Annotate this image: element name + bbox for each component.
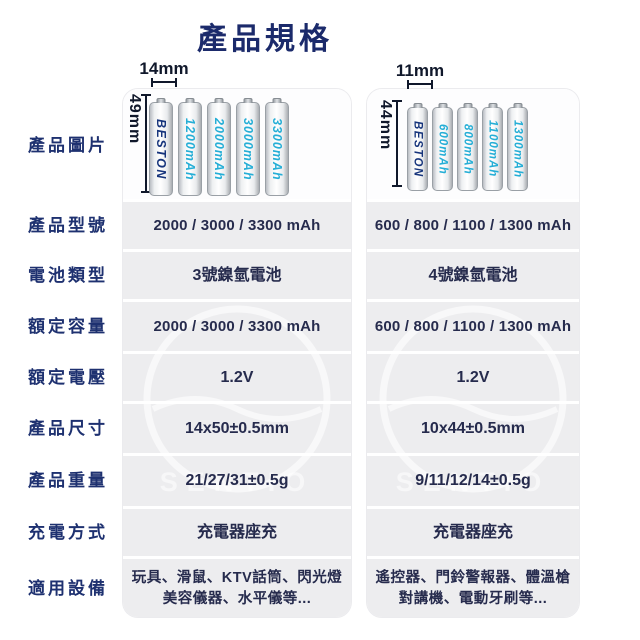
cell-battery-type-aaa: 4號鎳氫電池 bbox=[367, 249, 579, 299]
cell-value: 600 / 800 / 1100 / 1300 mAh bbox=[374, 216, 572, 234]
label-text: 產品型號 bbox=[28, 215, 108, 235]
cell-weight-aaa: 9/11/12/14±0.5g bbox=[367, 453, 579, 506]
cell-value: 21/27/31±0.5g bbox=[185, 472, 289, 490]
width-dimension-aa: 14mm bbox=[134, 59, 194, 87]
dimension-line-icon bbox=[392, 100, 402, 187]
cell-value: 3號鎳氫電池 bbox=[192, 266, 282, 284]
battery-aa-illustration: 1200mAh bbox=[178, 102, 202, 196]
product-panel-aa: 49mm BESTON 1200mAh 2000mAh 3000mAh 3300… bbox=[122, 88, 352, 618]
battery-capacity-label: 3300mAh bbox=[270, 117, 284, 181]
label-text: 產品重量 bbox=[28, 471, 108, 490]
battery-aaa-illustration: 1300mAh bbox=[507, 107, 528, 191]
cell-value: 600 / 800 / 1100 / 1300 mAh bbox=[374, 317, 572, 335]
label-text: 產品圖片 bbox=[28, 135, 108, 155]
row-label-battery-type: 電池類型 bbox=[0, 248, 122, 298]
cell-value: 9/11/12/14±0.5g bbox=[415, 472, 531, 490]
cell-value: 充電器座充 bbox=[432, 523, 513, 541]
battery-aa-illustration: 3300mAh bbox=[265, 102, 289, 196]
width-dimension-aaa: 11mm bbox=[390, 61, 450, 89]
product-image-aa: 49mm BESTON 1200mAh 2000mAh 3000mAh 3300… bbox=[123, 89, 351, 199]
cell-rated-capacity-aa: 2000 / 3000 / 3300 mAh bbox=[123, 299, 351, 351]
cell-rated-voltage-aaa: 1.2V bbox=[367, 351, 579, 401]
cell-applicable-devices-aaa: 遙控器、門鈴警報器、體溫槍 對講機、電動牙刷等... bbox=[367, 556, 579, 617]
product-image-aaa: 44mm BESTON 600mAh 800mAh 1100mAh 1300mA… bbox=[367, 89, 579, 199]
battery-aa-illustration: 2000mAh bbox=[207, 102, 231, 196]
cell-value: 1.2V bbox=[220, 368, 254, 386]
battery-aaa-illustration: 1100mAh bbox=[482, 107, 503, 191]
cell-value: 10x44±0.5mm bbox=[421, 419, 525, 437]
product-panel-aaa: 44mm BESTON 600mAh 800mAh 1100mAh 1300mA… bbox=[366, 88, 580, 618]
label-text: 適用設備 bbox=[28, 579, 108, 598]
dimension-line-icon bbox=[141, 94, 151, 193]
label-text: 額定容量 bbox=[28, 316, 108, 336]
row-label-rated-voltage: 額定電壓 bbox=[0, 350, 122, 400]
battery-aa-illustration: 3000mAh bbox=[236, 102, 260, 196]
cell-rated-voltage-aa: 1.2V bbox=[123, 351, 351, 401]
cell-value: 遙控器、門鈴警報器、體溫槍 對講機、電動牙刷等... bbox=[375, 569, 571, 607]
cell-battery-type-aa: 3號鎳氫電池 bbox=[123, 249, 351, 299]
label-text: 產品尺寸 bbox=[28, 418, 108, 438]
battery-aa-illustration: BESTON bbox=[149, 102, 173, 196]
cell-charging-method-aa: 充電器座充 bbox=[123, 506, 351, 556]
cell-rated-capacity-aaa: 600 / 800 / 1100 / 1300 mAh bbox=[367, 299, 579, 351]
height-dimension-aaa: 44mm bbox=[377, 100, 402, 187]
spec-label-column: 產品圖片 產品型號 電池類型 額定容量 額定電壓 產品尺寸 產品重量 充電方式 … bbox=[0, 88, 122, 618]
row-label-weight: 產品重量 bbox=[0, 452, 122, 505]
battery-capacity-label: 1200mAh bbox=[183, 117, 197, 181]
label-text: 額定電壓 bbox=[28, 367, 108, 387]
cell-value: 玩具、滑鼠、KTV話筒、閃光燈 美容儀器、水平儀等... bbox=[131, 569, 343, 607]
row-label-applicable-devices: 適用設備 bbox=[0, 555, 122, 618]
battery-aaa-illustration: 600mAh bbox=[432, 107, 453, 191]
cell-charging-method-aaa: 充電器座充 bbox=[367, 506, 579, 556]
battery-capacity-label: 2000mAh bbox=[212, 117, 226, 181]
battery-group-aa: BESTON 1200mAh 2000mAh 3000mAh 3300mAh bbox=[149, 96, 289, 196]
row-label-dimensions: 產品尺寸 bbox=[0, 400, 122, 452]
battery-brand-label: BESTON bbox=[411, 120, 424, 178]
height-label: 49mm bbox=[126, 94, 143, 145]
row-label-charging-method: 充電方式 bbox=[0, 505, 122, 555]
cell-value: 2000 / 3000 / 3300 mAh bbox=[153, 317, 321, 335]
cell-applicable-devices-aa: 玩具、滑鼠、KTV話筒、閃光燈 美容儀器、水平儀等... bbox=[123, 556, 351, 617]
row-label-rated-capacity: 額定容量 bbox=[0, 298, 122, 350]
cell-model-aa: 2000 / 3000 / 3300 mAh bbox=[123, 199, 351, 249]
label-text: 充電方式 bbox=[28, 522, 108, 542]
cell-dimensions-aa: 14x50±0.5mm bbox=[123, 401, 351, 453]
battery-capacity-label: 1100mAh bbox=[486, 120, 499, 178]
battery-capacity-label: 600mAh bbox=[436, 123, 449, 175]
row-label-product-image: 產品圖片 bbox=[0, 88, 122, 198]
cell-value: 1.2V bbox=[456, 368, 490, 386]
cell-value: 14x50±0.5mm bbox=[185, 419, 289, 437]
battery-aaa-illustration: 800mAh bbox=[457, 107, 478, 191]
width-label: 14mm bbox=[139, 59, 189, 78]
cell-model-aaa: 600 / 800 / 1100 / 1300 mAh bbox=[367, 199, 579, 249]
battery-capacity-label: 1300mAh bbox=[511, 119, 524, 179]
battery-brand-label: BESTON bbox=[154, 118, 168, 180]
cell-weight-aa: 21/27/31±0.5g bbox=[123, 453, 351, 506]
battery-aaa-illustration: BESTON bbox=[407, 107, 428, 191]
cell-value: 充電器座充 bbox=[196, 523, 277, 541]
height-dimension-aa: 49mm bbox=[126, 94, 151, 193]
dimension-bracket-icon bbox=[407, 80, 433, 89]
page-title: 產品規格 bbox=[197, 23, 333, 56]
cell-value: 2000 / 3000 / 3300 mAh bbox=[153, 216, 321, 234]
cell-dimensions-aaa: 10x44±0.5mm bbox=[367, 401, 579, 453]
width-label: 11mm bbox=[395, 61, 445, 80]
height-label: 44mm bbox=[377, 100, 394, 151]
row-label-model: 產品型號 bbox=[0, 198, 122, 248]
battery-group-aaa: BESTON 600mAh 800mAh 1100mAh 1300mAh bbox=[407, 101, 528, 191]
battery-capacity-label: 800mAh bbox=[461, 123, 474, 175]
label-text: 電池類型 bbox=[28, 265, 108, 285]
battery-capacity-label: 3000mAh bbox=[241, 117, 255, 181]
dimension-bracket-icon bbox=[151, 78, 177, 87]
cell-value: 4號鎳氫電池 bbox=[428, 266, 518, 284]
